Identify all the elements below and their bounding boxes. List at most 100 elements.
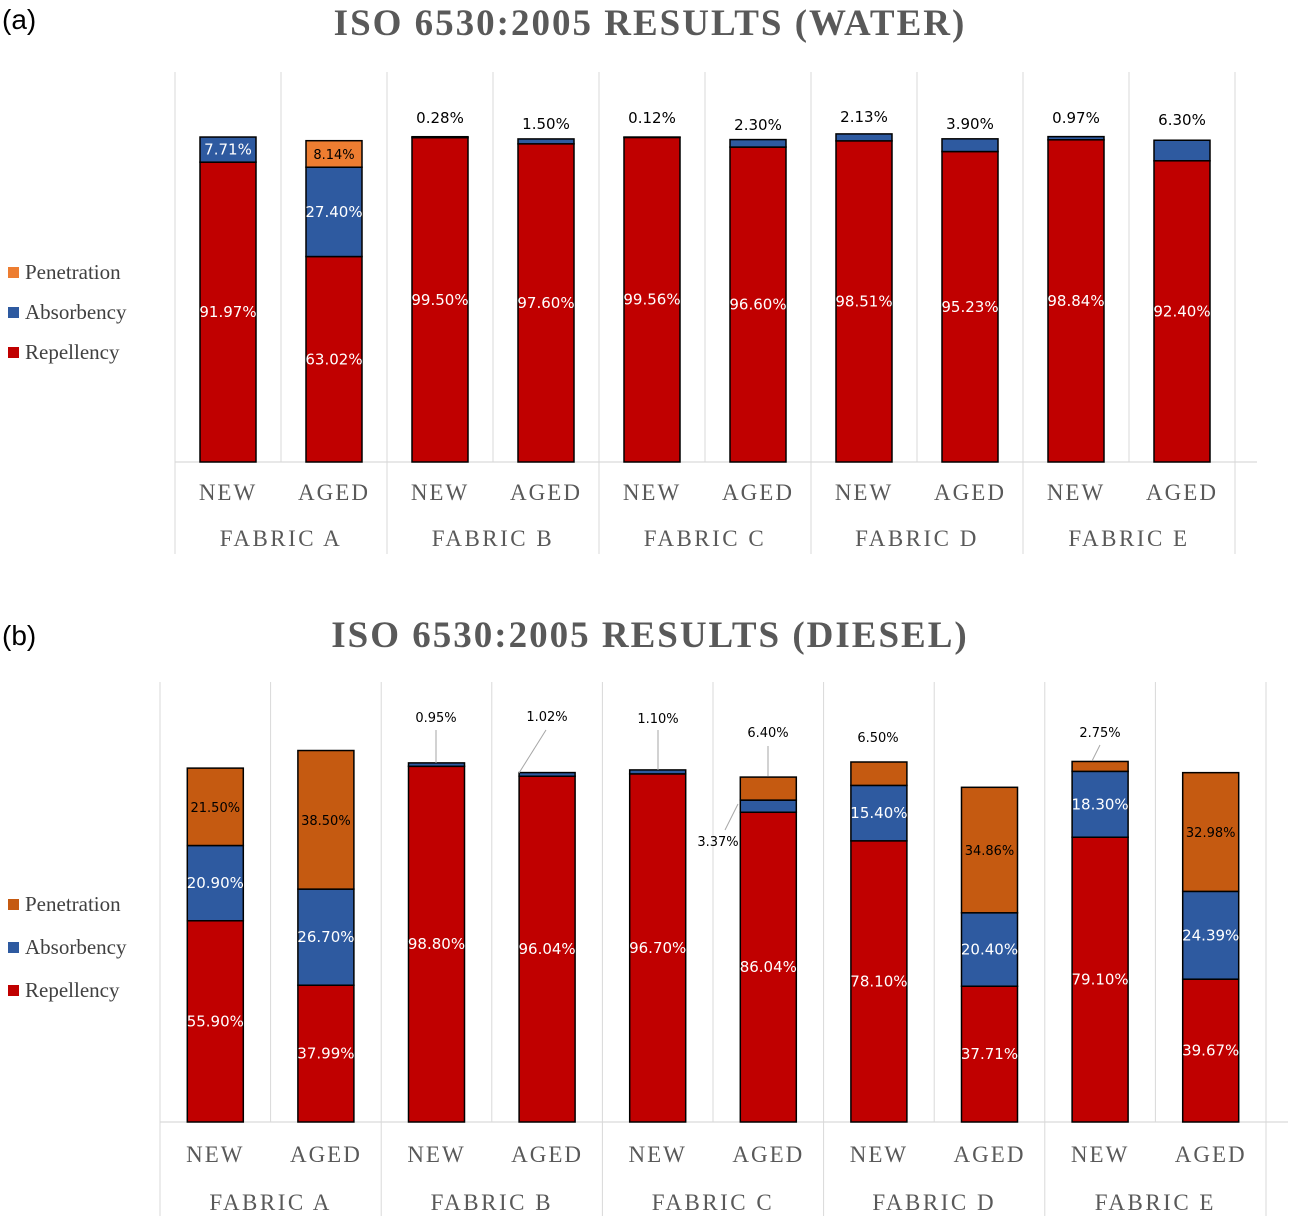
bar-absorbency	[960, 912, 1019, 987]
data-label-repellency: 55.90%	[187, 1012, 244, 1030]
legend-item-absorbency: Absorbency	[8, 292, 126, 332]
data-label-repellency: 96.04%	[518, 940, 575, 958]
group-label-fabric-a: FABRIC A	[220, 526, 342, 551]
legend-swatch-penetration	[8, 266, 19, 278]
bar-absorbency	[518, 771, 576, 778]
bar-absorbency	[297, 888, 355, 986]
data-label-repellency: 37.71%	[961, 1045, 1018, 1063]
bar-repellency	[1181, 978, 1240, 1123]
bar-repellency	[1047, 139, 1105, 463]
panel-a-letter: (a)	[2, 4, 37, 35]
legend-label-penetration: Penetration	[25, 259, 121, 284]
bar-penetration	[960, 786, 1019, 914]
bar-repellency	[517, 143, 575, 463]
bar-absorbency	[1153, 139, 1211, 162]
bar-absorbency	[835, 133, 893, 142]
legend-swatch-repellency	[8, 985, 19, 996]
legend-label-penetration: Penetration	[25, 892, 121, 916]
legend-item-penetration: Penetration	[8, 252, 126, 292]
bar-absorbency	[739, 799, 798, 814]
bar-repellency	[305, 255, 363, 463]
data-label-absorbency: 3.90%	[946, 115, 994, 133]
bar-absorbency	[199, 136, 257, 163]
legend-swatch-repellency	[8, 346, 19, 358]
data-label-repellency: 95.23%	[941, 298, 998, 316]
data-label-absorbency: 7.71%	[204, 141, 252, 159]
group-label-fabric-c: FABRIC C	[652, 1190, 774, 1215]
x-tick-label-aged: AGED	[934, 480, 1006, 505]
group-label-fabric-a: FABRIC A	[209, 1190, 331, 1215]
data-label-penetration: 6.50%	[857, 731, 898, 746]
data-label-absorbency: 0.12%	[628, 109, 676, 127]
x-tick-label-new: NEW	[623, 480, 681, 505]
x-tick-label-aged: AGED	[298, 480, 370, 505]
bar-absorbency	[1181, 890, 1240, 980]
bar-repellency	[960, 985, 1019, 1123]
data-label-repellency: 96.60%	[729, 296, 786, 314]
x-tick-label-aged: AGED	[732, 1142, 804, 1167]
group-label-fabric-b: FABRIC B	[431, 1190, 553, 1215]
group-label-fabric-e: FABRIC E	[1068, 526, 1189, 551]
data-label-repellency: 98.84%	[1047, 292, 1104, 310]
group-label-fabric-c: FABRIC C	[644, 526, 766, 551]
data-label-absorbency: 3.37%	[697, 835, 738, 850]
bar-penetration	[305, 139, 363, 168]
chart-water: NEW AGED NEW AGED NEW AGED NEW AGED NEW AGED FABRI…	[174, 72, 1257, 554]
bar-repellency	[941, 150, 999, 463]
legend-label-repellency: Repellency	[25, 978, 120, 1002]
bar-repellency	[835, 140, 893, 463]
chart-title-diesel: ISO 6530:2005 RESULTS (DIESEL)	[331, 615, 969, 656]
legend-item-repellency: Repellency	[8, 332, 126, 372]
legend-item-penetration: Penetration	[8, 883, 126, 926]
bar-absorbency	[1047, 135, 1105, 141]
x-tick-label-new: NEW	[1071, 1142, 1129, 1167]
data-label-absorbency: 0.97%	[1052, 109, 1100, 127]
data-label-repellency: 37.99%	[297, 1045, 354, 1063]
x-tick-label-new: NEW	[629, 1142, 687, 1167]
data-label-repellency: 79.10%	[1071, 971, 1128, 989]
data-label-absorbency: 15.40%	[850, 804, 907, 822]
data-label-repellency: 63.02%	[305, 350, 362, 368]
bar-absorbency	[628, 769, 687, 775]
data-label-absorbency: 0.95%	[415, 711, 456, 726]
data-label-penetration: 2.75%	[1079, 726, 1120, 741]
data-label-penetration: 21.50%	[191, 801, 241, 816]
bar-absorbency	[411, 135, 469, 139]
x-tick-label-new: NEW	[1047, 480, 1105, 505]
data-label-repellency: 99.50%	[411, 291, 468, 309]
legend-swatch-absorbency	[8, 942, 19, 953]
x-tick-label-aged: AGED	[1146, 480, 1218, 505]
bar-absorbency	[729, 138, 787, 148]
bar-penetration	[1071, 760, 1129, 773]
legend-swatch-absorbency	[8, 306, 19, 318]
bar-penetration	[850, 761, 908, 787]
group-label-fabric-b: FABRIC B	[432, 526, 554, 551]
data-label-repellency: 86.04%	[740, 958, 797, 976]
x-tick-label-new: NEW	[186, 1142, 244, 1167]
data-label-repellency: 78.10%	[850, 972, 907, 990]
group-label-fabric-e: FABRIC E	[1095, 1190, 1216, 1215]
bar-penetration	[297, 749, 355, 890]
bar-penetration	[739, 776, 798, 801]
legend-swatch-penetration	[8, 899, 19, 910]
data-label-penetration: 8.14%	[313, 148, 354, 163]
x-tick-label-aged: AGED	[511, 1142, 583, 1167]
legend-label-absorbency: Absorbency	[25, 935, 127, 959]
data-label-repellency: 91.97%	[199, 303, 256, 321]
bar-penetration	[186, 767, 245, 847]
data-label-absorbency: 2.30%	[734, 116, 782, 134]
x-tick-label-aged: AGED	[722, 480, 794, 505]
legend-water: Penetration Absorbency Repellency	[8, 252, 126, 372]
bar-absorbency	[941, 138, 999, 153]
x-tick-label-new: NEW	[411, 480, 469, 505]
bar-repellency	[1071, 836, 1129, 1123]
data-label-absorbency: 1.10%	[637, 712, 678, 727]
x-tick-label-aged: AGED	[1175, 1142, 1247, 1167]
legend-diesel: Penetration Absorbency Repellency	[8, 883, 126, 1012]
x-tick-label-new: NEW	[199, 480, 257, 505]
data-label-repellency: 39.67%	[1182, 1042, 1239, 1060]
data-label-absorbency: 2.13%	[840, 108, 888, 126]
legend-item-repellency: Repellency	[8, 969, 126, 1012]
data-label-penetration: 6.40%	[747, 726, 788, 741]
bar-repellency	[729, 146, 787, 463]
